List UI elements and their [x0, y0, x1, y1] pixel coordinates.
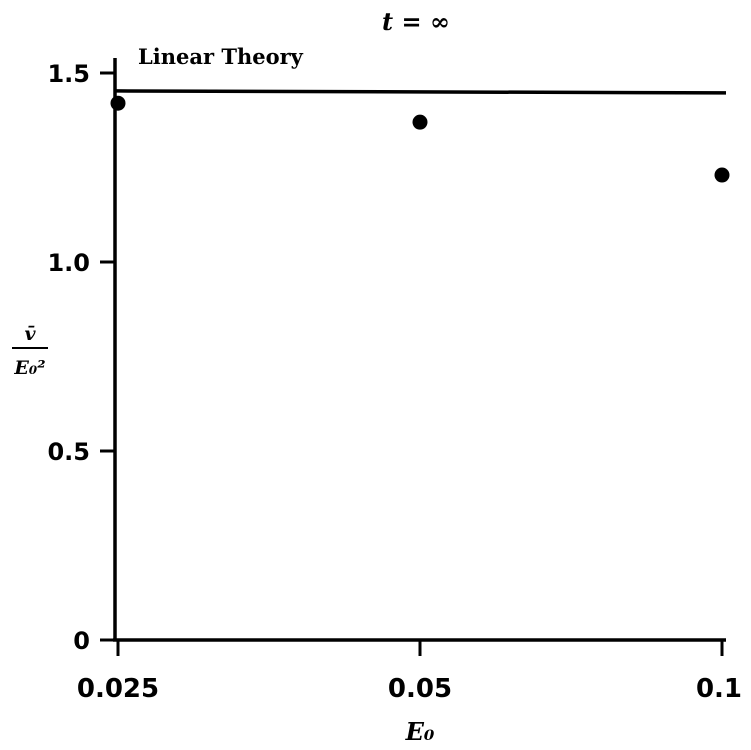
y-axis-label: v̄ E₀²: [12, 323, 48, 379]
x-axis-label: E₀: [405, 717, 435, 746]
y-label-numerator: v̄: [24, 323, 36, 345]
x-tick-label: 0.05: [388, 674, 452, 704]
x-tick-label: 0.025: [77, 674, 159, 704]
x-tick-label: 0.1: [696, 674, 742, 704]
y-tick-label: 1.0: [47, 249, 90, 277]
linear-theory-line: [114, 89, 727, 95]
y-tick-label: 1.5: [47, 60, 90, 88]
x-ticks: 0.025 0.05 0.1: [77, 640, 742, 704]
data-point: [110, 95, 126, 111]
y-ticks: 0 0.5 1.0 1.5: [47, 60, 115, 655]
y-tick-label: 0: [73, 627, 90, 655]
chart-title: t = ∞: [382, 7, 450, 36]
linear-theory-label: Linear Theory: [138, 44, 304, 69]
y-label-denominator: E₀²: [13, 357, 45, 379]
y-tick-label: 0.5: [47, 438, 90, 466]
data-point: [412, 114, 428, 130]
data-point: [714, 167, 730, 183]
data-points: [110, 95, 730, 183]
